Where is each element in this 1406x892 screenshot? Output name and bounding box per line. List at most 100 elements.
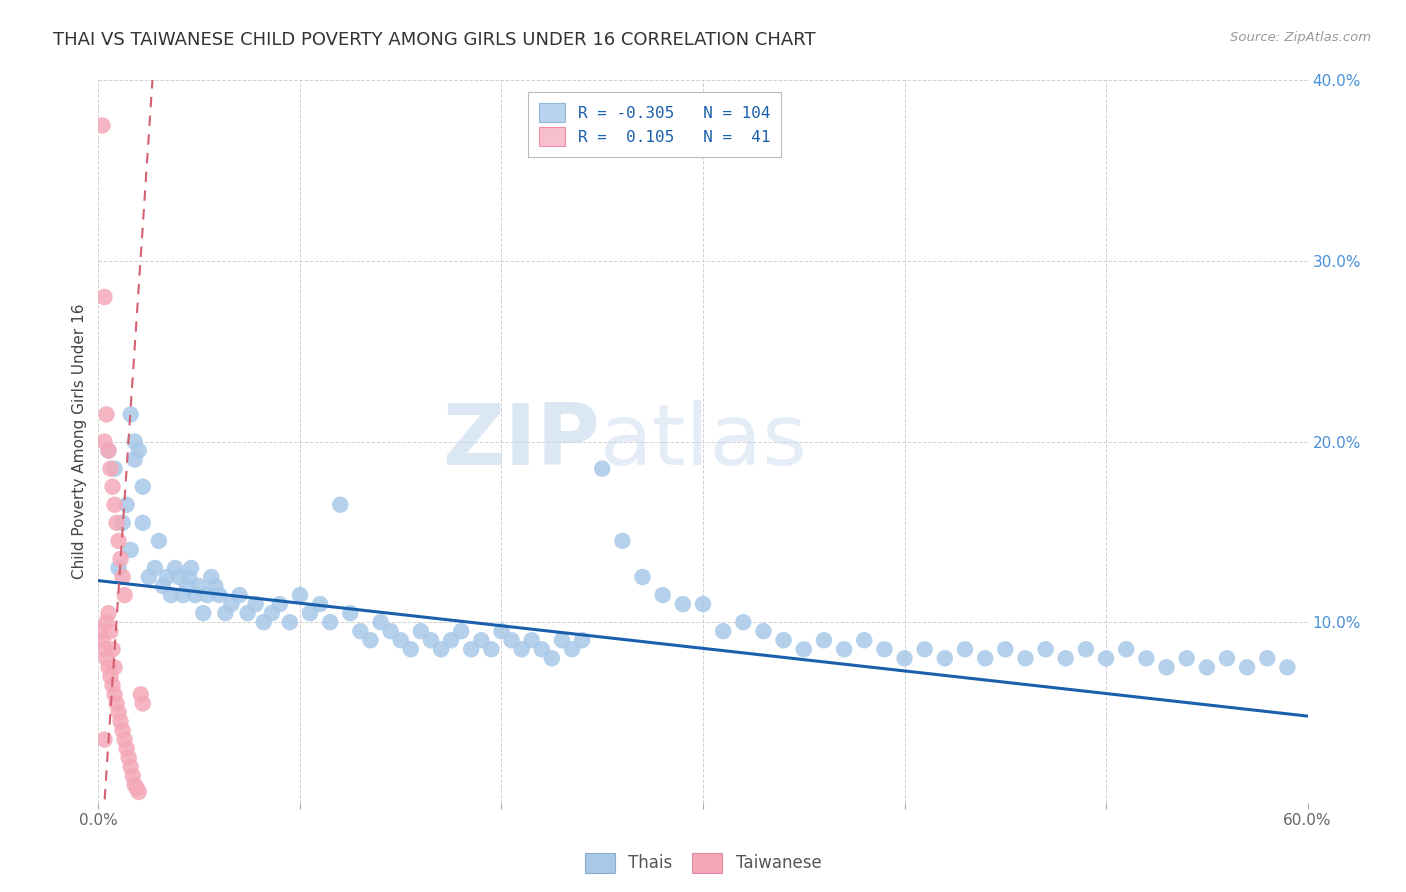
Point bbox=[245, 597, 267, 611]
Point bbox=[269, 597, 291, 611]
Point bbox=[176, 579, 198, 593]
Point bbox=[873, 642, 896, 657]
Point bbox=[97, 443, 120, 458]
Point bbox=[167, 570, 190, 584]
Point bbox=[813, 633, 835, 648]
Point bbox=[97, 606, 120, 620]
Point bbox=[278, 615, 301, 630]
Point bbox=[994, 642, 1017, 657]
Point bbox=[651, 588, 673, 602]
Text: THAI VS TAIWANESE CHILD POVERTY AMONG GIRLS UNDER 16 CORRELATION CHART: THAI VS TAIWANESE CHILD POVERTY AMONG GI… bbox=[53, 31, 815, 49]
Point bbox=[491, 624, 513, 639]
Point bbox=[96, 651, 118, 665]
Point bbox=[399, 642, 422, 657]
Point bbox=[103, 461, 125, 475]
Point bbox=[551, 633, 574, 648]
Point bbox=[121, 769, 143, 783]
Point bbox=[228, 588, 250, 602]
Point bbox=[692, 597, 714, 611]
Point bbox=[752, 624, 775, 639]
Point bbox=[138, 570, 160, 584]
Text: ZIP: ZIP bbox=[443, 400, 600, 483]
Point bbox=[288, 588, 311, 602]
Point bbox=[319, 615, 342, 630]
Point bbox=[195, 588, 218, 602]
Point bbox=[107, 706, 129, 720]
Point bbox=[409, 624, 432, 639]
Point bbox=[591, 461, 613, 475]
Point bbox=[501, 633, 523, 648]
Point bbox=[128, 443, 150, 458]
Point bbox=[460, 642, 482, 657]
Point bbox=[124, 452, 146, 467]
Point bbox=[156, 570, 179, 584]
Point bbox=[793, 642, 815, 657]
Point bbox=[180, 561, 202, 575]
Point bbox=[93, 642, 115, 657]
Point bbox=[124, 434, 146, 449]
Point bbox=[125, 781, 148, 796]
Point bbox=[236, 606, 259, 620]
Point bbox=[349, 624, 371, 639]
Point bbox=[561, 642, 583, 657]
Point bbox=[380, 624, 402, 639]
Point bbox=[128, 785, 150, 799]
Point bbox=[1236, 660, 1258, 674]
Point bbox=[370, 615, 392, 630]
Point bbox=[1074, 642, 1097, 657]
Point bbox=[100, 461, 122, 475]
Point bbox=[253, 615, 276, 630]
Point bbox=[103, 498, 125, 512]
Point bbox=[105, 697, 128, 711]
Point bbox=[193, 606, 215, 620]
Point bbox=[100, 669, 122, 683]
Point bbox=[974, 651, 997, 665]
Point bbox=[132, 516, 155, 530]
Point bbox=[101, 480, 124, 494]
Point bbox=[853, 633, 876, 648]
Point bbox=[214, 606, 236, 620]
Point bbox=[91, 633, 114, 648]
Point bbox=[148, 533, 170, 548]
Point bbox=[152, 579, 174, 593]
Point bbox=[120, 760, 142, 774]
Point bbox=[672, 597, 695, 611]
Point bbox=[103, 660, 125, 674]
Point bbox=[101, 642, 124, 657]
Point bbox=[1175, 651, 1198, 665]
Point bbox=[832, 642, 855, 657]
Text: atlas: atlas bbox=[600, 400, 808, 483]
Point bbox=[510, 642, 533, 657]
Point bbox=[129, 687, 152, 701]
Point bbox=[118, 750, 141, 764]
Point bbox=[179, 570, 201, 584]
Point bbox=[110, 552, 132, 566]
Point bbox=[1014, 651, 1036, 665]
Point bbox=[221, 597, 243, 611]
Point bbox=[481, 642, 503, 657]
Point bbox=[93, 434, 115, 449]
Point bbox=[188, 579, 211, 593]
Point bbox=[204, 579, 226, 593]
Point bbox=[93, 290, 115, 304]
Point bbox=[1135, 651, 1157, 665]
Point bbox=[631, 570, 654, 584]
Point bbox=[208, 588, 231, 602]
Point bbox=[470, 633, 492, 648]
Point bbox=[132, 480, 155, 494]
Point bbox=[120, 408, 142, 422]
Text: Source: ZipAtlas.com: Source: ZipAtlas.com bbox=[1230, 31, 1371, 45]
Point bbox=[101, 678, 124, 692]
Point bbox=[934, 651, 956, 665]
Point bbox=[184, 588, 207, 602]
Legend: R = -0.305   N = 104, R =  0.105   N =  41: R = -0.305 N = 104, R = 0.105 N = 41 bbox=[529, 92, 782, 157]
Point bbox=[893, 651, 915, 665]
Point bbox=[612, 533, 634, 548]
Point bbox=[114, 588, 136, 602]
Point bbox=[711, 624, 734, 639]
Point bbox=[339, 606, 361, 620]
Point bbox=[132, 697, 155, 711]
Point bbox=[299, 606, 322, 620]
Point bbox=[124, 778, 146, 792]
Point bbox=[1035, 642, 1057, 657]
